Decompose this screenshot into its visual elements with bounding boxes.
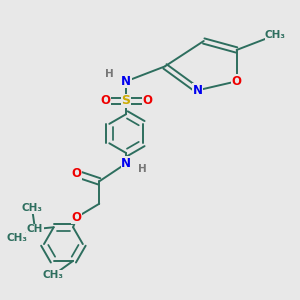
Text: S: S — [122, 94, 130, 107]
Text: N: N — [121, 157, 131, 170]
Text: O: O — [100, 94, 110, 107]
Text: N: N — [193, 84, 203, 97]
Text: H: H — [138, 164, 147, 174]
Text: CH₃: CH₃ — [43, 270, 64, 280]
Text: O: O — [72, 211, 82, 224]
Text: CH₃: CH₃ — [265, 30, 286, 40]
Text: CH: CH — [27, 224, 43, 234]
Text: O: O — [142, 94, 152, 107]
Text: CH₃: CH₃ — [7, 233, 28, 243]
Text: O: O — [232, 75, 242, 88]
Text: CH₃: CH₃ — [22, 203, 43, 213]
Text: N: N — [121, 75, 131, 88]
Text: H: H — [105, 69, 114, 79]
Text: O: O — [72, 167, 82, 180]
